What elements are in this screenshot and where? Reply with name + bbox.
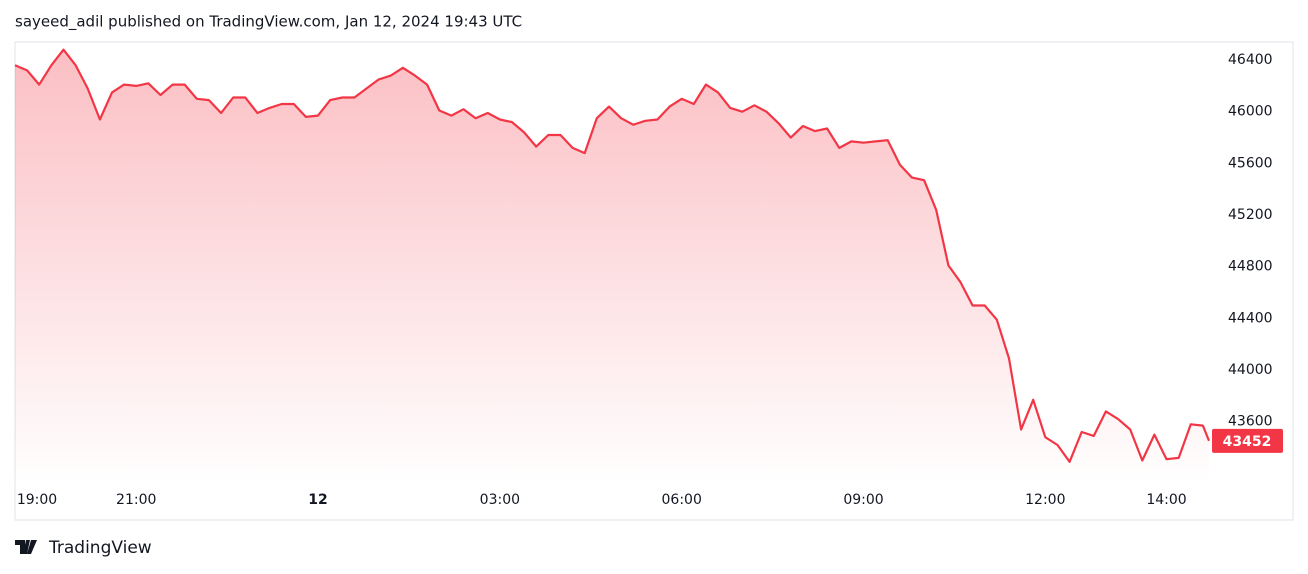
y-tick-label: 44800 [1228,259,1273,275]
last-price-tag [1212,428,1283,453]
y-tick-label: 44000 [1228,362,1273,378]
x-tick-label: 19:00 [17,492,57,508]
price-line [14,48,1211,463]
footer-brand[interactable]: TradingView [48,538,152,558]
x-tick-label: 06:00 [662,492,702,508]
header-title: sayeed_adil published on TradingView.com… [15,13,522,32]
x-tick-label: 21:00 [116,492,156,508]
last-price-label: 43452 [1223,434,1272,450]
x-tick-label: 09:00 [843,492,883,508]
x-tick-label: 03:00 [480,492,520,508]
area-fill [15,49,1209,485]
x-tick-label: 14:00 [1146,492,1186,508]
x-tick-label: 12 [308,492,327,508]
y-tick-label: 46400 [1228,52,1273,68]
x-tick-label: 12:00 [1025,492,1065,508]
y-tick-label: 43600 [1228,414,1273,430]
y-tick-label: 45200 [1228,207,1273,223]
y-tick-label: 46000 [1228,104,1273,120]
y-tick-label: 45600 [1228,155,1273,171]
logo [15,540,37,554]
y-tick-label: 44400 [1228,310,1273,326]
